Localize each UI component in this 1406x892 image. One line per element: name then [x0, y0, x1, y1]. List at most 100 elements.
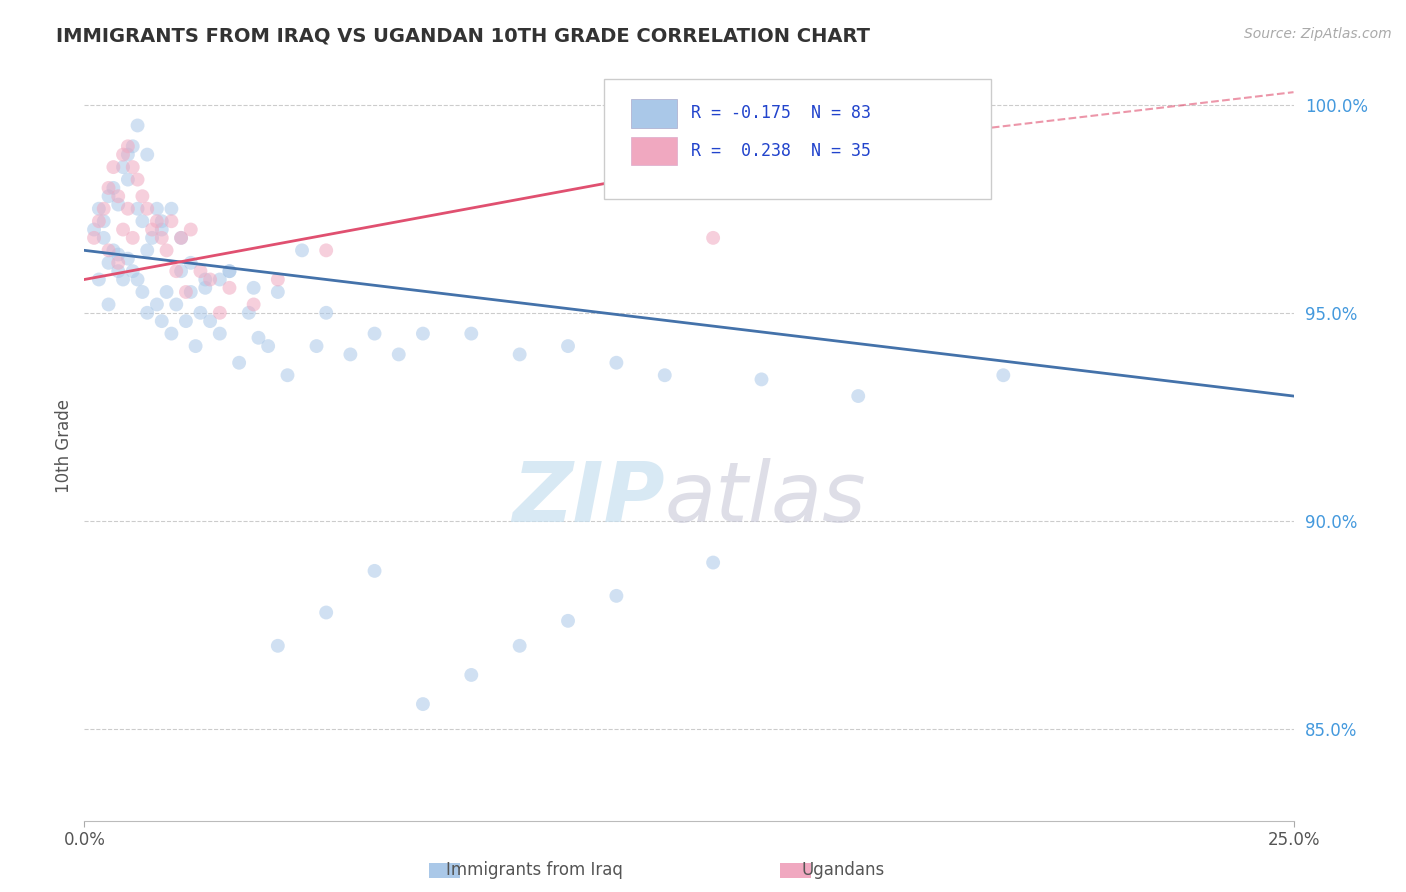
- Point: [117, 172, 139, 186]
- Point: [127, 272, 149, 286]
- Point: [131, 189, 153, 203]
- Point: [131, 214, 153, 228]
- Point: [238, 306, 260, 320]
- Point: [107, 264, 129, 278]
- Point: [150, 314, 173, 328]
- Point: [460, 668, 482, 682]
- Y-axis label: 10th Grade: 10th Grade: [55, 399, 73, 493]
- Point: [170, 231, 193, 245]
- Text: ZIP: ZIP: [512, 458, 665, 539]
- Point: [136, 147, 159, 161]
- Point: [846, 389, 869, 403]
- Point: [751, 372, 773, 386]
- Point: [509, 347, 531, 361]
- FancyBboxPatch shape: [605, 78, 991, 199]
- Point: [107, 256, 129, 270]
- Point: [557, 614, 579, 628]
- Point: [97, 244, 120, 258]
- Point: [702, 556, 724, 570]
- Point: [146, 214, 169, 228]
- Text: R =  0.238  N = 35: R = 0.238 N = 35: [692, 142, 872, 160]
- Point: [315, 606, 337, 620]
- Point: [267, 639, 290, 653]
- Point: [557, 339, 579, 353]
- Point: [180, 256, 202, 270]
- Point: [198, 272, 221, 286]
- Point: [103, 244, 125, 258]
- Point: [87, 202, 110, 216]
- Point: [117, 202, 139, 216]
- Point: [170, 264, 193, 278]
- Point: [112, 222, 135, 236]
- Point: [180, 222, 202, 236]
- Point: [107, 247, 129, 261]
- Point: [155, 244, 177, 258]
- Point: [993, 368, 1015, 383]
- Point: [412, 697, 434, 711]
- Point: [194, 272, 217, 286]
- Point: [190, 306, 212, 320]
- Point: [107, 197, 129, 211]
- Point: [654, 368, 676, 383]
- Point: [146, 202, 169, 216]
- Point: [150, 231, 173, 245]
- Point: [363, 326, 385, 341]
- Point: [136, 202, 159, 216]
- Text: R = -0.175  N = 83: R = -0.175 N = 83: [692, 104, 872, 122]
- Point: [412, 326, 434, 341]
- Point: [315, 306, 337, 320]
- Point: [97, 189, 120, 203]
- Point: [136, 306, 159, 320]
- Point: [267, 285, 290, 299]
- Point: [83, 222, 105, 236]
- Bar: [631, 136, 676, 165]
- Point: [141, 231, 163, 245]
- Point: [160, 202, 183, 216]
- Point: [305, 339, 328, 353]
- Point: [174, 285, 197, 299]
- Point: [93, 202, 115, 216]
- Point: [208, 326, 231, 341]
- Point: [184, 339, 207, 353]
- Point: [107, 189, 129, 203]
- Point: [136, 244, 159, 258]
- Point: [121, 160, 143, 174]
- Text: Immigrants from Iraq: Immigrants from Iraq: [446, 861, 623, 879]
- Point: [180, 285, 202, 299]
- Point: [799, 147, 821, 161]
- Bar: [631, 99, 676, 128]
- Point: [160, 214, 183, 228]
- Point: [702, 231, 724, 245]
- Point: [87, 214, 110, 228]
- Text: Source: ZipAtlas.com: Source: ZipAtlas.com: [1244, 27, 1392, 41]
- Point: [117, 139, 139, 153]
- Point: [112, 147, 135, 161]
- Point: [605, 589, 627, 603]
- Point: [170, 231, 193, 245]
- Point: [121, 264, 143, 278]
- Point: [112, 160, 135, 174]
- Point: [87, 272, 110, 286]
- Point: [97, 297, 120, 311]
- Text: Ugandans: Ugandans: [801, 861, 886, 879]
- Point: [150, 222, 173, 236]
- Point: [93, 231, 115, 245]
- Point: [117, 252, 139, 266]
- Point: [121, 139, 143, 153]
- Point: [127, 172, 149, 186]
- Point: [160, 326, 183, 341]
- Point: [247, 331, 270, 345]
- Point: [146, 297, 169, 311]
- Point: [190, 264, 212, 278]
- Point: [228, 356, 250, 370]
- Point: [363, 564, 385, 578]
- Point: [242, 281, 264, 295]
- Point: [127, 202, 149, 216]
- Point: [103, 160, 125, 174]
- Point: [97, 256, 120, 270]
- Point: [97, 181, 120, 195]
- Point: [242, 297, 264, 311]
- Point: [218, 281, 240, 295]
- Point: [127, 119, 149, 133]
- Point: [605, 356, 627, 370]
